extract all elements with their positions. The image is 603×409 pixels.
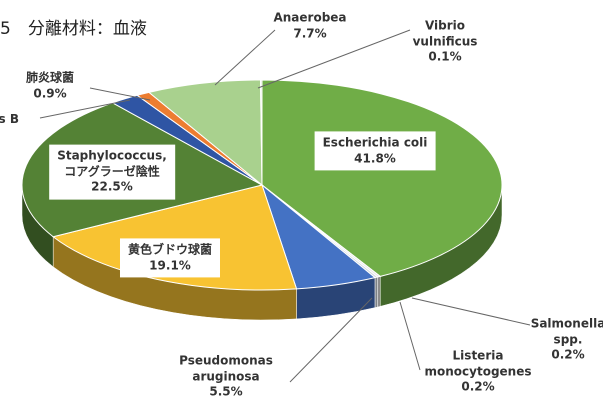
data-label: Staphylococcus, コアグラーゼ陰性 22.5% bbox=[49, 144, 175, 200]
data-label: Listeria monocytogenes 0.2% bbox=[424, 349, 531, 396]
label-value: 22.5% bbox=[91, 179, 133, 194]
data-label: us B bbox=[0, 112, 19, 128]
leader-line bbox=[411, 297, 531, 326]
data-label: Vibrio vulnificus 0.1% bbox=[413, 19, 478, 66]
label-name: Staphylococcus, コアグラーゼ陰性 bbox=[57, 148, 167, 179]
label-name: Pseudomonas aruginosa bbox=[179, 353, 273, 384]
leader-line bbox=[399, 301, 421, 371]
data-label: 肺炎球菌 0.9% bbox=[26, 70, 74, 101]
label-name: Escherichia coli bbox=[322, 135, 428, 150]
leader-line bbox=[39, 99, 131, 119]
label-value: 0.2% bbox=[461, 379, 495, 394]
label-name: Vibrio vulnificus bbox=[412, 18, 478, 49]
label-name: 黄色ブドウ球菌 bbox=[127, 242, 213, 257]
label-value: 0.9% bbox=[33, 86, 67, 100]
label-name: 肺炎球菌 bbox=[25, 70, 75, 85]
label-name: us B bbox=[0, 112, 20, 127]
label-value: 0.2% bbox=[551, 347, 585, 362]
slice bbox=[147, 79, 263, 187]
label-value: 19.1% bbox=[149, 258, 191, 272]
leader-line bbox=[289, 297, 373, 383]
leader-line bbox=[257, 29, 411, 89]
chart-title: 5 分離材料：血液 bbox=[0, 19, 147, 39]
slice bbox=[52, 184, 298, 291]
label-name: Listeria monocytogenes bbox=[424, 348, 532, 379]
label-value: 7.7% bbox=[293, 26, 327, 40]
data-label: Anaerobea 7.7% bbox=[273, 10, 346, 41]
slice bbox=[261, 79, 503, 277]
data-label: Salmonella spp. 0.2% bbox=[531, 317, 603, 364]
leader-line bbox=[89, 87, 151, 101]
label-name: Anaerobea bbox=[273, 10, 347, 25]
data-label: Pseudomonas aruginosa 5.5% bbox=[179, 354, 273, 401]
slice-side bbox=[377, 276, 381, 308]
label-value: 41.8% bbox=[354, 151, 396, 165]
data-label: 黄色ブドウ球菌 19.1% bbox=[119, 238, 221, 278]
label-value: 5.5% bbox=[209, 384, 243, 399]
label-name: Salmonella spp. bbox=[530, 316, 603, 347]
data-label: Escherichia coli 41.8% bbox=[314, 131, 436, 171]
label-value: 0.1% bbox=[428, 49, 462, 64]
slice-side bbox=[374, 276, 378, 308]
slice bbox=[259, 79, 263, 186]
leader-line bbox=[214, 29, 276, 86]
